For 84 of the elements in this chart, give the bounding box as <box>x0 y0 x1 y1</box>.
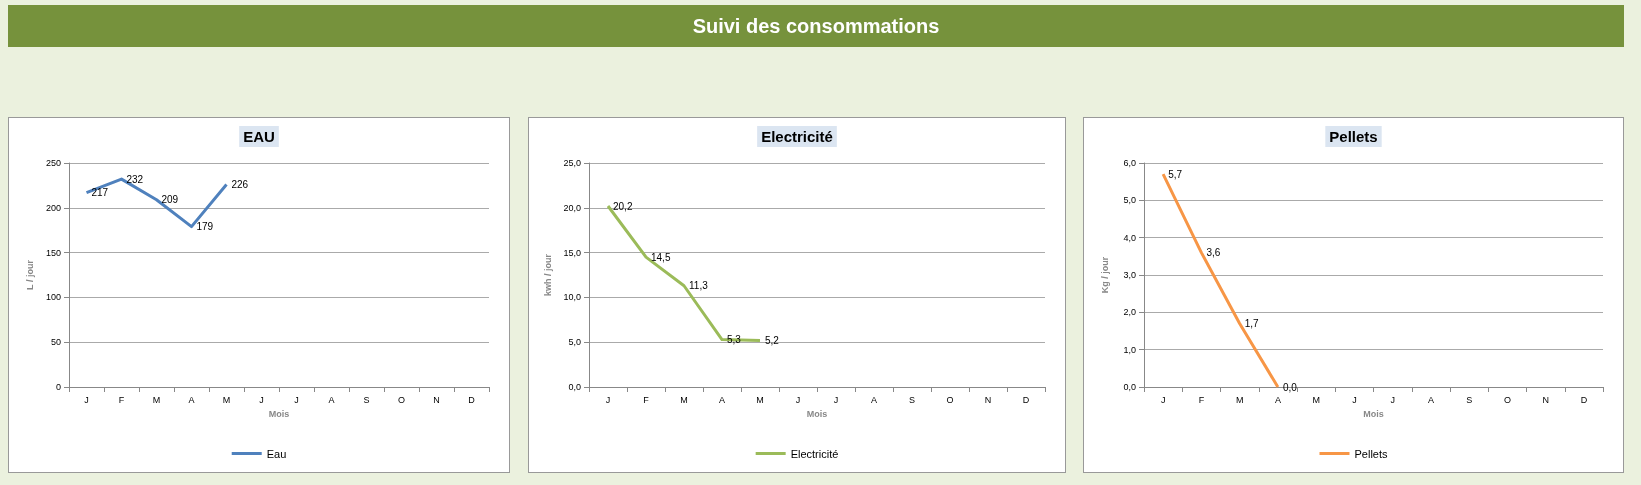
x-tick-label: N <box>1542 394 1549 405</box>
data-label: 5,7 <box>1168 168 1183 180</box>
x-tick-label: F <box>118 394 125 405</box>
x-tick-label: O <box>1503 394 1511 405</box>
data-label: 232 <box>126 173 144 185</box>
y-tick-label: 250 <box>45 158 61 168</box>
y-tick-label: 0,0 <box>568 382 581 392</box>
data-label: 11,3 <box>689 280 709 292</box>
x-tick-label: S <box>1466 394 1473 405</box>
x-axis-title: Mois <box>268 408 290 419</box>
text: Suivi des consommations <box>8 5 1624 47</box>
y-tick-label: 100 <box>45 292 61 303</box>
x-tick-label: A <box>188 394 195 405</box>
x-tick-label: J <box>259 394 264 405</box>
x-tick-label: S <box>908 394 916 405</box>
y-axis-title: kwh / jour <box>543 253 554 297</box>
x-axis-title: Mois <box>806 408 828 419</box>
data-label: 1,7 <box>1244 318 1259 330</box>
x-tick-label: D <box>1022 394 1030 405</box>
x-tick-label: J <box>1160 394 1166 405</box>
x-tick-label: N <box>984 394 992 405</box>
x-tick-label: O <box>397 394 406 405</box>
legend-label: Electricité <box>790 447 839 460</box>
x-tick-label: J <box>84 394 89 405</box>
data-label: 226 <box>231 179 249 190</box>
x-tick-label: M <box>756 394 764 405</box>
data-label: 179 <box>196 221 214 233</box>
y-tick-label: 1,0 <box>1123 344 1136 355</box>
data-label: 209 <box>161 194 179 206</box>
x-tick-label: F <box>643 394 650 405</box>
line-series <box>85 177 228 229</box>
y-tick-label: 50 <box>50 337 61 348</box>
chart-title: Pellets <box>1329 128 1378 145</box>
y-tick-label: 200 <box>45 202 61 213</box>
y-axis-title: Kg / jour <box>1099 256 1110 294</box>
x-tick-label: J <box>1390 394 1395 405</box>
y-tick-label: 0 <box>55 382 61 392</box>
x-tick-label: M <box>152 394 161 405</box>
x-tick-label: M <box>222 394 231 405</box>
data-label: 20,2 <box>613 200 633 212</box>
x-tick-label: M <box>1235 394 1244 405</box>
x-tick-label: A <box>1274 394 1281 405</box>
data-label: 14,5 <box>651 251 671 263</box>
x-tick-label: M <box>1312 394 1320 405</box>
x-tick-label: N <box>433 394 440 405</box>
y-tick-label: 10,0 <box>563 292 581 303</box>
data-label: 3,6 <box>1206 247 1221 259</box>
legend-label: Pellets <box>1354 447 1389 460</box>
x-axis-title: Mois <box>1363 408 1384 419</box>
x-tick-label: J <box>294 394 299 405</box>
data-label: 0,0 <box>1282 381 1298 393</box>
x-tick-label: J <box>1352 394 1357 405</box>
y-tick-label: 20,0 <box>563 202 581 213</box>
chart-title: EAU <box>243 128 275 145</box>
y-axis-title: L / jour <box>24 259 35 290</box>
x-tick-label: A <box>1427 394 1434 405</box>
y-tick-label: 5,0 <box>1123 195 1136 206</box>
data-label: 5,2 <box>765 334 780 346</box>
x-tick-label: M <box>680 394 688 405</box>
x-tick-label: A <box>718 394 726 405</box>
y-tick-label: 2,0 <box>1123 307 1136 318</box>
y-tick-label: 3,0 <box>1123 270 1136 280</box>
line-series <box>1161 172 1280 389</box>
y-tick-label: 15,0 <box>563 247 581 258</box>
x-tick-label: J <box>795 394 801 405</box>
legend-label: Eau <box>266 447 287 460</box>
x-tick-label: S <box>363 394 370 405</box>
y-tick-label: 0,0 <box>1123 382 1136 392</box>
x-tick-label: D <box>468 394 476 405</box>
x-tick-label: J <box>605 394 611 405</box>
y-tick-label: 25,0 <box>563 158 581 168</box>
x-tick-label: O <box>946 394 954 405</box>
y-tick-label: 5,0 <box>568 337 581 348</box>
x-tick-label: A <box>328 394 335 405</box>
chart-title: Electricité <box>761 128 833 145</box>
x-tick-label: D <box>1580 394 1588 405</box>
data-label: 217 <box>91 187 109 199</box>
data-label: 5,3 <box>727 334 742 346</box>
y-tick-label: 4,0 <box>1123 232 1136 243</box>
y-tick-label: 6,0 <box>1123 158 1136 168</box>
x-tick-label: J <box>833 394 839 405</box>
y-tick-label: 150 <box>45 247 61 258</box>
x-tick-label: F <box>1198 394 1205 405</box>
x-tick-label: A <box>870 394 878 405</box>
